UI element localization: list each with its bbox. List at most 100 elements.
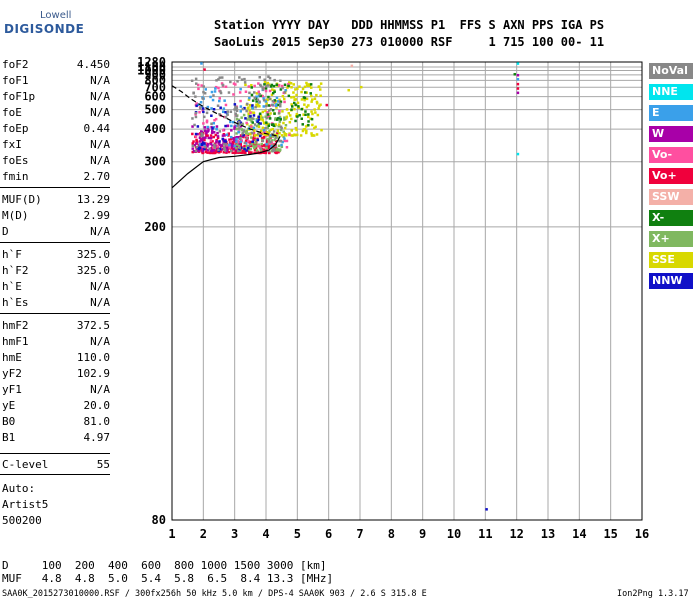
param-row: foEp 0.44 (2, 122, 110, 136)
echo-point (260, 129, 263, 133)
echo-point (305, 91, 308, 94)
y-tick-label: 800 (144, 73, 166, 87)
param-row: C-level 55 (2, 458, 110, 472)
echo-point (234, 105, 237, 109)
param-row: yF2 102.9 (2, 367, 110, 381)
y-tick-label: 900 (144, 68, 166, 82)
echo-point (267, 115, 270, 118)
echo-point (222, 110, 225, 113)
echo-point (224, 116, 228, 119)
echo-point (254, 97, 258, 101)
echo-point (236, 80, 239, 83)
echo-point (224, 103, 228, 107)
isolated-echo-point (485, 508, 488, 511)
echo-point (307, 104, 310, 107)
echo-point (230, 129, 233, 132)
echo-point (239, 140, 243, 144)
echo-point (246, 144, 249, 148)
echo-point (261, 110, 265, 114)
echo-point (212, 126, 216, 129)
echo-point (206, 105, 210, 109)
echo-point (222, 151, 226, 154)
echo-point (303, 98, 306, 102)
echo-point (275, 103, 278, 106)
param-separator (0, 474, 110, 475)
echo-point (262, 97, 265, 100)
echo-point (214, 117, 218, 121)
echo-point (198, 146, 202, 149)
echo-point (241, 151, 244, 154)
echo-point (218, 97, 221, 100)
footer-info: SAA0K_2015273010000.RSF / 300fx256h 50 k… (2, 589, 427, 599)
param-value: 55 (96, 458, 110, 471)
echo-point (192, 140, 195, 143)
echo-point (268, 130, 271, 133)
echo-point (234, 108, 238, 111)
echo-point (256, 98, 260, 101)
echo-point (210, 90, 214, 94)
echo-point (264, 89, 268, 93)
echo-point (245, 121, 248, 125)
echo-point (257, 115, 260, 118)
echo-point (212, 135, 215, 139)
echo-point (237, 144, 241, 148)
param-value: 325.0 (76, 248, 110, 261)
echo-point (304, 113, 307, 116)
echo-point (284, 124, 288, 127)
echo-point (236, 140, 240, 144)
echo-point (266, 122, 269, 126)
echo-point (277, 151, 280, 154)
echo-point (260, 142, 263, 146)
echo-point (268, 137, 271, 141)
echo-point (255, 103, 258, 106)
echo-point (307, 120, 310, 123)
param-separator (0, 453, 110, 454)
param-row: hmF2 372.5 (2, 319, 110, 333)
y-tick-label: 80 (152, 513, 166, 527)
echo-point (221, 137, 224, 141)
echo-point (253, 151, 256, 155)
echo-point (212, 131, 216, 134)
echo-point (244, 140, 248, 144)
param-name: M(D) (2, 209, 29, 222)
echo-point (288, 121, 292, 124)
echo-point (312, 134, 316, 137)
echo-point (259, 132, 263, 135)
param-name: foE (2, 106, 22, 119)
echo-point (223, 115, 226, 119)
echo-point (305, 131, 308, 135)
echo-point (297, 105, 300, 108)
echo-point (287, 94, 291, 98)
echo-point (253, 137, 256, 140)
echo-point (195, 139, 198, 143)
echo-point (267, 95, 270, 99)
echo-point (273, 112, 276, 115)
echo-point (222, 107, 226, 110)
echo-point (255, 92, 259, 95)
echo-point (311, 112, 314, 116)
param-name: hmE (2, 351, 22, 364)
echo-point (191, 144, 195, 148)
echo-point (204, 129, 207, 132)
echo-point (210, 125, 213, 129)
param-value: N/A (90, 383, 110, 396)
echo-point (280, 134, 284, 137)
echo-point (198, 140, 202, 143)
echo-point (267, 139, 271, 142)
echo-point (289, 114, 292, 117)
echo-point (243, 81, 247, 84)
echo-point (201, 97, 205, 100)
echo-point (280, 145, 284, 148)
echo-point (305, 81, 308, 85)
echo-point (280, 143, 283, 147)
echo-point (266, 126, 269, 130)
echo-point (233, 144, 236, 148)
echo-point (218, 147, 222, 151)
echo-point (261, 126, 265, 130)
isolated-echo-point (203, 68, 206, 71)
param-value: N/A (90, 138, 110, 151)
echo-point (213, 151, 217, 155)
param-name: h`E (2, 280, 22, 293)
echo-point (294, 126, 298, 130)
echo-point (264, 87, 268, 90)
